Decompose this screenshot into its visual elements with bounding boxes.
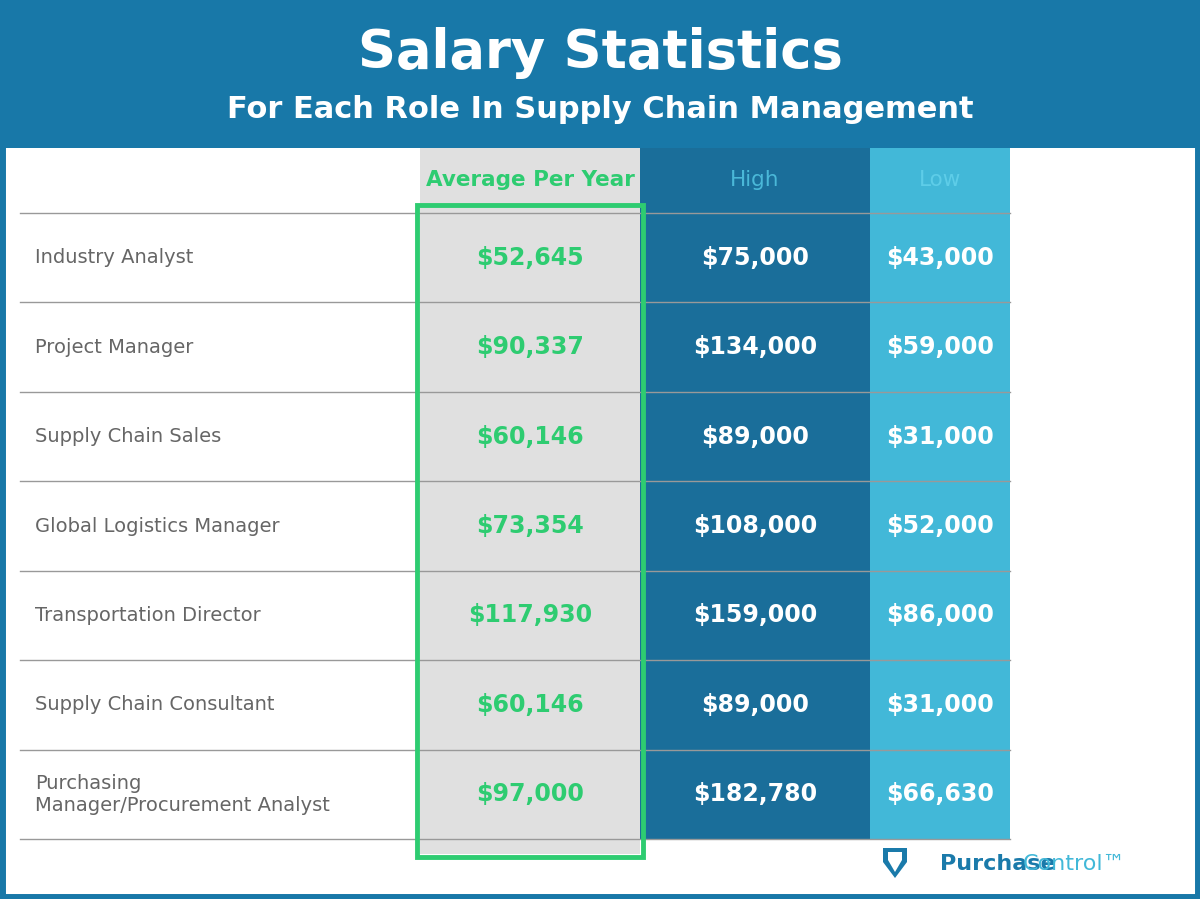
Text: $73,354: $73,354 xyxy=(476,514,584,538)
Text: $89,000: $89,000 xyxy=(701,693,809,717)
Text: Purchase: Purchase xyxy=(940,854,1056,874)
Polygon shape xyxy=(888,852,902,872)
Text: High: High xyxy=(731,171,780,191)
Text: $159,000: $159,000 xyxy=(692,603,817,628)
Text: $117,930: $117,930 xyxy=(468,603,592,628)
Text: Project Manager: Project Manager xyxy=(35,338,193,357)
Text: $43,000: $43,000 xyxy=(886,245,994,270)
Text: For Each Role In Supply Chain Management: For Each Role In Supply Chain Management xyxy=(227,95,973,124)
Text: $66,630: $66,630 xyxy=(886,782,994,806)
Text: $31,000: $31,000 xyxy=(886,424,994,449)
Text: $182,780: $182,780 xyxy=(692,782,817,806)
Text: $31,000: $31,000 xyxy=(886,693,994,717)
Bar xyxy=(0,0,1200,148)
Text: $108,000: $108,000 xyxy=(692,514,817,538)
Text: $59,000: $59,000 xyxy=(886,335,994,359)
Text: $52,645: $52,645 xyxy=(476,245,584,270)
Text: $52,000: $52,000 xyxy=(886,514,994,538)
Polygon shape xyxy=(883,848,907,878)
Text: $97,000: $97,000 xyxy=(476,782,584,806)
Bar xyxy=(870,148,1010,839)
Text: $60,146: $60,146 xyxy=(476,693,584,717)
Text: Low: Low xyxy=(919,171,961,191)
Text: Industry Analyst: Industry Analyst xyxy=(35,248,193,267)
Text: $60,146: $60,146 xyxy=(476,424,584,449)
Text: Global Logistics Manager: Global Logistics Manager xyxy=(35,517,280,536)
Text: Average Per Year: Average Per Year xyxy=(426,171,635,191)
Text: Control™: Control™ xyxy=(1022,854,1126,874)
Bar xyxy=(418,205,643,857)
Text: Supply Chain Consultant: Supply Chain Consultant xyxy=(35,695,275,715)
Bar xyxy=(420,148,640,854)
Text: Salary Statistics: Salary Statistics xyxy=(358,27,842,79)
Text: Purchasing
Manager/Procurement Analyst: Purchasing Manager/Procurement Analyst xyxy=(35,774,330,814)
Text: $90,337: $90,337 xyxy=(476,335,584,359)
Text: $86,000: $86,000 xyxy=(886,603,994,628)
Bar xyxy=(640,148,870,839)
Text: Transportation Director: Transportation Director xyxy=(35,606,260,625)
Text: Supply Chain Sales: Supply Chain Sales xyxy=(35,427,221,446)
Text: $75,000: $75,000 xyxy=(701,245,809,270)
Text: $134,000: $134,000 xyxy=(692,335,817,359)
Text: $89,000: $89,000 xyxy=(701,424,809,449)
